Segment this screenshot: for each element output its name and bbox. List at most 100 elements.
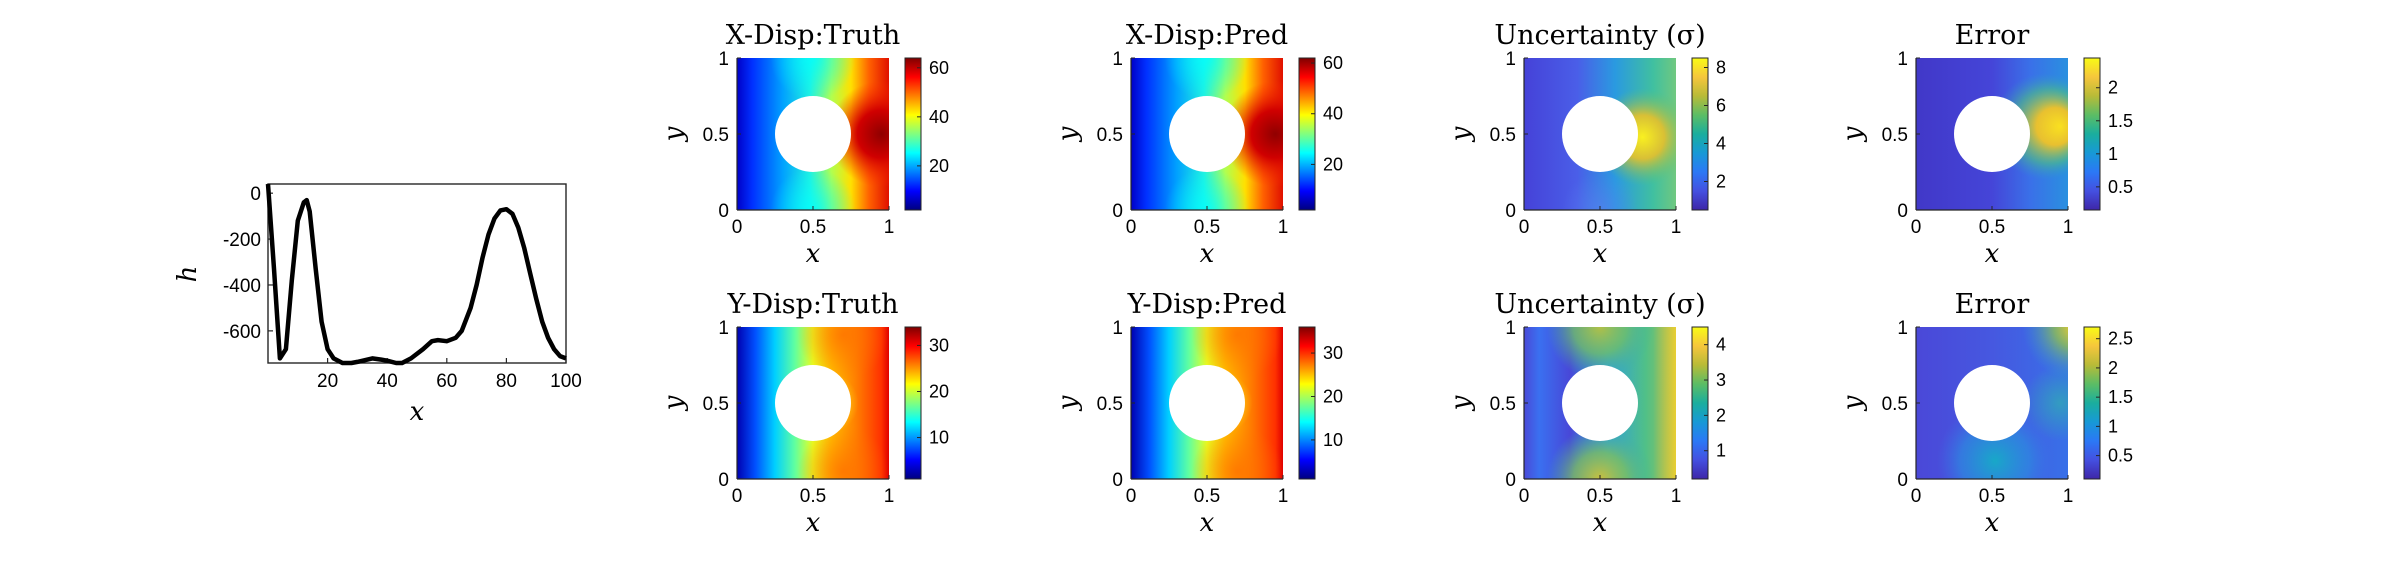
y-axis-label: y [1446, 126, 1476, 142]
hole-mask [775, 96, 851, 172]
panel-title: Uncertainty (σ) [1494, 20, 1705, 51]
line-ticks: 20 40 60 80 100 0 -200 -400 -600 [223, 184, 582, 392]
colorbar-tick-label: 4 [1716, 335, 1726, 355]
x-tick-label: 0.5 [1587, 217, 1613, 238]
line-ytick-label: -600 [223, 322, 261, 343]
heatmap-panel: Error 00 0.5 0.5 1 1 x y 0.5 1 1.5 2 [1838, 20, 2133, 269]
x-tick-label: 0 [1911, 217, 1922, 238]
heatmap-panel: Y-Disp:Pred 00 0.5 0.5 1 1 x y 10 20 30 [1053, 289, 1343, 538]
colorbar [1298, 57, 1316, 211]
y-tick-label: 0.5 [1097, 394, 1123, 415]
heatmap-panels: X-Disp:Truth000.50.511xy204060X-Disp:Pre… [659, 20, 2133, 538]
colorbar-tick-label: 40 [929, 107, 949, 127]
y-tick-label: 0 [1505, 201, 1516, 222]
heatmap-field [1916, 327, 2068, 479]
y-tick-label: 1 [1112, 318, 1123, 339]
line-xtick-label: 40 [377, 371, 398, 392]
colorbar-tick-label: 8 [1716, 58, 1726, 78]
line-ytick-label: -400 [223, 276, 261, 297]
line-xtick-label: 80 [496, 371, 517, 392]
panel-title: Error [1955, 289, 2030, 320]
y-tick-label: 0 [1897, 470, 1908, 491]
x-axis-label: x [1200, 239, 1215, 269]
line-xlabel: x [410, 397, 425, 427]
colorbar-tick-label: 30 [929, 335, 949, 355]
colorbar-tick-label: 60 [929, 58, 949, 78]
hole-mask [1169, 365, 1245, 441]
y-tick-label: 0 [1112, 201, 1123, 222]
colorbar [904, 326, 922, 480]
y-tick-label: 0.5 [1490, 125, 1516, 146]
x-tick-label: 0 [732, 217, 743, 238]
y-tick-label: 0 [1897, 201, 1908, 222]
y-tick-label: 1 [1897, 318, 1908, 339]
colorbar-tick-label: 1 [2108, 144, 2118, 164]
y-tick-label: 1 [718, 49, 729, 70]
x-tick-label: 1 [1278, 486, 1289, 507]
hole-mask [1169, 96, 1245, 172]
x-tick-label: 0 [1519, 217, 1530, 238]
heatmap-panel: Uncertainty (σ) 00 0.5 0.5 1 1 x y 2 4 6 8 [1446, 20, 1726, 269]
x-axis-label: x [806, 508, 821, 538]
colorbar-tick-label: 3 [1716, 370, 1726, 390]
colorbar-tick-label: 0.5 [2108, 177, 2133, 197]
x-tick-label: 0 [732, 486, 743, 507]
x-tick-label: 0.5 [1194, 486, 1220, 507]
y-tick-label: 0.5 [703, 394, 729, 415]
colorbar-tick-label: 1.5 [2108, 111, 2133, 131]
heatmap-panel: X-Disp:Pred 00 0.5 0.5 1 1 x y 20 40 60 [1053, 20, 1343, 269]
hole-mask [1562, 96, 1638, 172]
x-tick-label: 0.5 [1587, 486, 1613, 507]
hole-mask [775, 365, 851, 441]
y-tick-label: 0 [1112, 470, 1123, 491]
heatmap-panel: Y-Disp:Truth 00 0.5 0.5 1 1 x y 10 20 30 [659, 289, 949, 538]
y-tick-label: 0.5 [1882, 125, 1908, 146]
y-tick-label: 0.5 [1097, 125, 1123, 146]
line-axes-box [267, 183, 567, 364]
line-ylabel: h [173, 266, 203, 283]
colorbar-tick-label: 2 [2108, 358, 2118, 378]
x-tick-label: 0.5 [800, 486, 826, 507]
hole-mask [1562, 365, 1638, 441]
hole-mask [1954, 96, 2030, 172]
colorbar-tick-label: 10 [929, 428, 949, 448]
y-tick-label: 0 [718, 470, 729, 491]
colorbar-tick-label: 20 [929, 156, 949, 176]
y-tick-label: 1 [1505, 318, 1516, 339]
heatmap-panel: Error 00 0.5 0.5 1 1 x y 0.5 1 1.5 2 2.5 [1838, 289, 2133, 538]
colorbar [1298, 326, 1316, 480]
line-ytick-label: -200 [223, 230, 261, 251]
colorbar-tick-label: 60 [1323, 53, 1343, 73]
x-tick-label: 1 [1671, 486, 1682, 507]
y-tick-label: 0 [718, 201, 729, 222]
y-axis-label: y [1446, 395, 1476, 411]
y-axis-label: y [659, 395, 689, 411]
x-tick-label: 0.5 [1194, 217, 1220, 238]
panel-title: X-Disp:Pred [1126, 20, 1288, 51]
heatmap-field [1131, 58, 1283, 210]
heatmap-panel: X-Disp:Truth 00 0.5 0.5 1 1 x y 20 40 60 [659, 20, 949, 269]
x-axis-label: x [1593, 508, 1608, 538]
colorbar-tick-label: 2 [1716, 405, 1726, 425]
colorbar-tick-label: 20 [929, 381, 949, 401]
colorbar [1691, 57, 1709, 211]
x-axis-label: x [1593, 239, 1608, 269]
heatmap-panel: Uncertainty (σ) 00 0.5 0.5 1 1 x y 1 2 3 4 [1446, 289, 1726, 538]
x-axis-label: x [1985, 508, 2000, 538]
panel-title: X-Disp:Truth [726, 20, 900, 51]
y-tick-label: 1 [1897, 49, 1908, 70]
y-tick-label: 0.5 [1882, 394, 1908, 415]
y-axis-label: y [659, 126, 689, 142]
x-axis-label: x [806, 239, 821, 269]
hole-mask [1954, 365, 2030, 441]
y-tick-label: 1 [1505, 49, 1516, 70]
colorbar-tick-label: 2 [1716, 172, 1726, 192]
x-tick-label: 1 [2063, 486, 2074, 507]
line-panel: 20 40 60 80 100 0 -200 -400 -600 x h [173, 183, 582, 427]
x-tick-label: 0.5 [1979, 486, 2005, 507]
line-ytick-label: 0 [250, 184, 261, 205]
colorbar-tick-label: 2 [2108, 78, 2118, 98]
heatmap-field [737, 58, 889, 210]
y-tick-label: 0 [1505, 470, 1516, 491]
colorbar-tick-label: 20 [1323, 154, 1343, 174]
